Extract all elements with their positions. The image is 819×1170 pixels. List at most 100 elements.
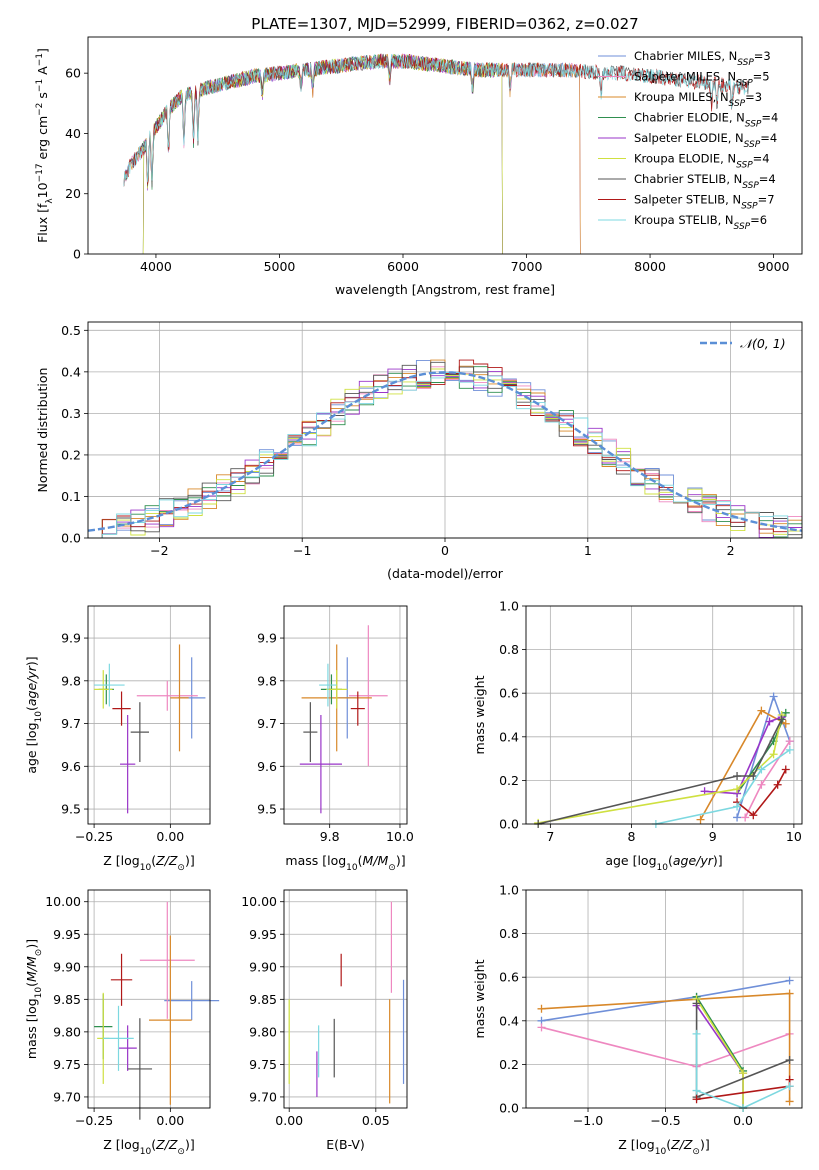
- axes-frame: [87, 321, 803, 539]
- y-tick-label: 20: [65, 186, 81, 201]
- axes-frame: [525, 605, 803, 825]
- x-tick-label: 0.05: [362, 1113, 390, 1128]
- weight-point-marker: [537, 1004, 546, 1013]
- x-tick-label: 0: [441, 543, 449, 558]
- axes-frame: [525, 889, 803, 1109]
- weight-point-marker: [785, 989, 794, 998]
- x-tick-label: −0.25: [75, 829, 113, 844]
- weight-series-line: [655, 749, 791, 825]
- y-tick-label: 0.2: [61, 447, 81, 462]
- y-tick-label: 0.1: [61, 489, 81, 504]
- x-tick-label: −0.25: [75, 1113, 113, 1128]
- weight-point-marker: [785, 1082, 794, 1091]
- y-tick-label: 9.70: [53, 1089, 81, 1104]
- weight-point-marker: [692, 1095, 701, 1104]
- y-tick-label: 0.4: [499, 729, 519, 744]
- y-tick-label: 10.00: [45, 894, 81, 909]
- y-tick-label: 40: [65, 126, 81, 141]
- legend-entry: Chabrier STELIB, NSSP=4: [634, 172, 776, 191]
- y-tick-label: 0.0: [61, 531, 81, 546]
- weight-series-line: [704, 716, 782, 795]
- y-tick-label: 0.8: [499, 926, 519, 941]
- y-tick-label: 9.90: [249, 959, 277, 974]
- weight-point-marker: [781, 719, 790, 728]
- y-tick-label: 9.80: [53, 1024, 81, 1039]
- axes-frame: [283, 889, 408, 1109]
- y-tick-label: 9.7: [257, 716, 277, 731]
- x-tick-label: 9: [709, 829, 717, 844]
- x-tick-label: 7: [546, 829, 554, 844]
- weight-point-marker: [696, 815, 705, 824]
- x-tick-label: 0.00: [275, 1113, 303, 1128]
- mass-vs-metallicity-panel: −0.25 0.00 9.70 9.75 9.80 9.85 9.90 9.95 10.00 Z …: [24, 889, 220, 1157]
- weight-point-marker: [733, 785, 742, 794]
- axes-frame: [87, 36, 803, 255]
- mass-weight-vs-age-panel: 7 8 9 10 0.0 0.2 0.4 0.6 0.8 1.0 age [log10(age/yr…: [472, 599, 803, 873]
- y-tick-label: 0.0: [499, 817, 519, 832]
- y-tick-label: 9.9: [61, 631, 81, 646]
- y-tick-label: 0.4: [499, 1013, 519, 1028]
- legend-entry: 𝒩(0, 1): [740, 336, 786, 351]
- y-tick-label: 9.70: [249, 1089, 277, 1104]
- y-tick-label: 9.75: [53, 1057, 81, 1072]
- age-vs-mass-panel: 9.8 10.0 9.5 9.6 9.7 9.8 9.9 mass [log10(M/M⊙)]: [257, 605, 414, 873]
- x-tick-label: 8000: [634, 259, 666, 274]
- y-tick-label: 0.5: [61, 323, 81, 338]
- y-tick-label: 10.00: [241, 894, 277, 909]
- weight-point-marker: [757, 765, 766, 774]
- x-axis-label: Z [log10(Z/Z⊙)]: [103, 1137, 194, 1157]
- x-axis-label: E(B-V): [326, 1137, 365, 1152]
- weight-point-marker: [777, 715, 786, 724]
- x-tick-label: −2: [150, 543, 168, 558]
- y-tick-label: 60: [65, 66, 81, 81]
- weight-point-marker: [692, 1086, 701, 1095]
- weight-point-marker: [537, 1023, 546, 1032]
- weight-point-marker: [692, 1029, 701, 1038]
- mass-vs-ebv-panel: 0.00 0.05 9.70 9.75 9.80 9.85 9.90 9.95 10.00 E(B…: [241, 889, 408, 1152]
- weight-point-marker: [785, 737, 794, 746]
- age-vs-metallicity-panel: −0.25 0.00 9.5 9.6 9.7 9.8 9.9 Z [log10(Z/Z⊙)] a…: [24, 605, 211, 873]
- y-tick-label: 9.80: [249, 1024, 277, 1039]
- y-axis-label: Normed distribution: [35, 368, 50, 493]
- y-tick-label: 1.0: [499, 599, 519, 614]
- weight-point-marker: [781, 765, 790, 774]
- y-tick-label: 9.5: [257, 802, 277, 817]
- y-tick-label: 0.6: [499, 970, 519, 985]
- weight-point-marker: [739, 1069, 748, 1078]
- histogram-steps: [88, 359, 802, 538]
- x-tick-label: −0.5: [650, 1113, 680, 1128]
- y-tick-label: 9.95: [249, 927, 277, 942]
- x-axis-label: wavelength [Angstrom, rest frame]: [335, 282, 555, 297]
- x-tick-label: 1: [584, 543, 592, 558]
- x-tick-label: 10.0: [386, 829, 414, 844]
- weight-series-line: [538, 714, 783, 824]
- x-axis-label: Z [log10(Z/Z⊙)]: [103, 853, 194, 873]
- weight-point-marker: [757, 780, 766, 789]
- y-tick-label: 9.6: [61, 759, 81, 774]
- y-axis-label: mass weight: [472, 675, 487, 754]
- y-tick-label: 9.5: [61, 802, 81, 817]
- x-tick-label: 0.00: [156, 1113, 184, 1128]
- normal-curve: [88, 371, 802, 532]
- y-axis-label: mass [log10(M/M⊙)]: [24, 939, 44, 1059]
- weight-point-marker: [769, 692, 778, 701]
- figure-title: PLATE=1307, MJD=52999, FIBERID=0362, z=0…: [251, 15, 638, 33]
- y-tick-label: 0: [73, 247, 81, 262]
- x-axis-label: mass [log10(M/M⊙)]: [285, 853, 405, 873]
- weight-point-marker: [785, 1097, 794, 1106]
- x-tick-label: 8: [628, 829, 636, 844]
- x-tick-label: −1: [293, 543, 311, 558]
- y-tick-label: 0.8: [499, 642, 519, 657]
- x-tick-label: 0.00: [156, 829, 184, 844]
- weight-point-marker: [765, 717, 774, 726]
- weight-series-line: [695, 1033, 790, 1109]
- y-axis-label: Flux [fλ10−17 erg cm−2 s−1 A−1]: [35, 48, 55, 243]
- weight-point-marker: [769, 750, 778, 759]
- y-tick-label: 9.75: [249, 1057, 277, 1072]
- weight-series-line: [736, 769, 787, 817]
- y-axis-label: mass weight: [472, 959, 487, 1038]
- x-axis-label: Z [log10(Z/Z⊙)]: [618, 1137, 709, 1157]
- x-tick-label: 9.8: [320, 829, 340, 844]
- y-axis-label: age [log10(age/yr)]: [24, 656, 44, 773]
